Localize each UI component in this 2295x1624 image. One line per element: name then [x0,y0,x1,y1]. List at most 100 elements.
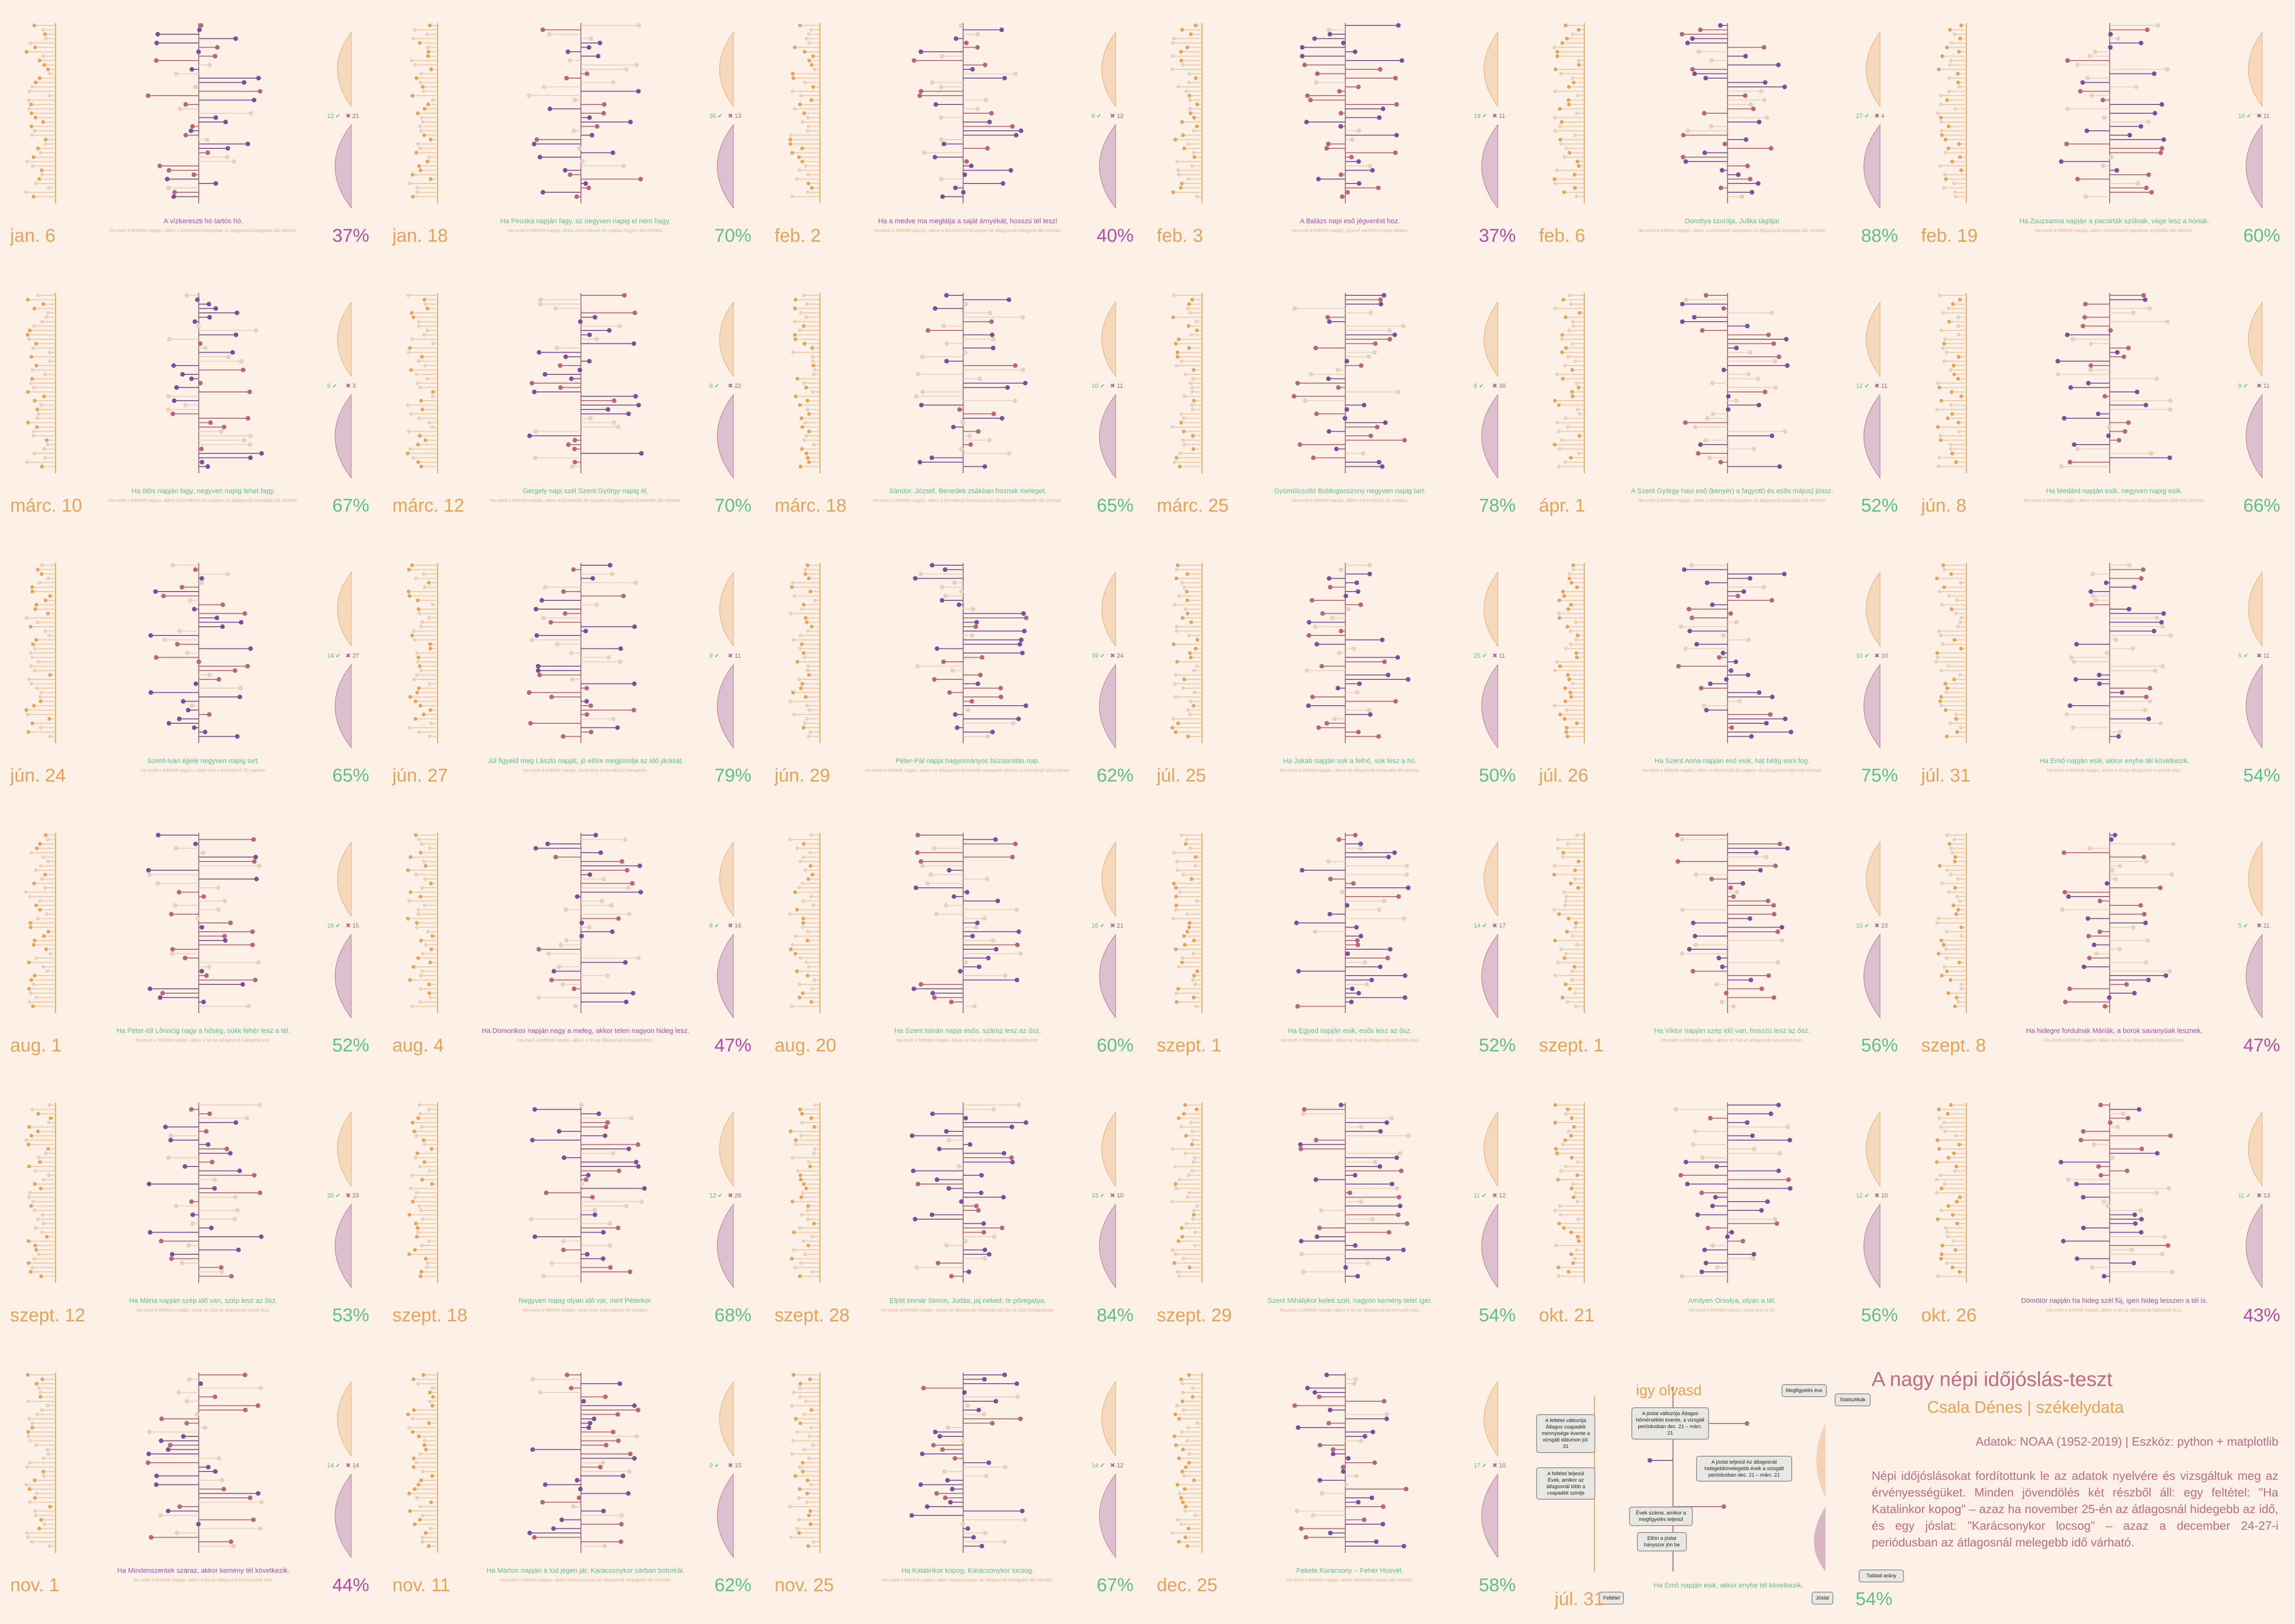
condition-point [1955,996,1959,1000]
condition-point [48,673,52,677]
condition-point [1558,665,1562,668]
prediction-point [580,921,584,925]
prediction-point [1695,1213,1700,1217]
condition-point [1569,1134,1573,1138]
prediction-point [196,49,201,54]
prediction-point [964,302,968,306]
prediction-point [2107,425,2112,429]
prediction-point [1691,969,1695,974]
chart-saying: Szent Mihálykor keleti szél, nagyon kemé… [1225,1297,1475,1305]
condition-point [1568,151,1571,155]
prediction-point [563,611,568,616]
prediction-point [1766,333,1771,337]
condition-point [42,965,45,969]
prediction-point [1754,850,1758,855]
condition-point [45,970,49,973]
prediction-point [631,991,635,995]
prediction-density [717,395,733,478]
prediction-point [635,63,639,67]
prediction-point [2094,952,2099,956]
prediction-point [587,116,592,120]
condition-point [1936,381,1940,385]
count-false: ✖ 11 [728,652,741,659]
condition-point [1553,443,1556,446]
chart-note: Ha esett a feltételt napján, akkor a tél… [1990,768,2239,773]
condition-point [35,364,38,367]
prediction-point [249,111,253,116]
prediction-point [970,934,975,939]
chart-saying: Ha Domonkos napján nagy a meleg, akkor t… [461,1027,710,1035]
prediction-point [1398,1151,1403,1156]
condition-point [1192,996,1196,1000]
condition-point [1943,173,1947,177]
condition-point [422,860,426,863]
prediction-point [620,859,624,864]
prediction-point [1770,311,1774,315]
prediction-point [639,1199,644,1204]
prediction-point [175,642,180,647]
prediction-point [2123,429,2127,434]
condition-point [1175,456,1178,460]
condition-point [37,412,40,416]
condition-point [1572,81,1575,85]
prediction-point [1393,76,1398,80]
prediction-point [580,159,585,164]
condition-point [1571,682,1575,686]
prediction-point [223,899,227,904]
prediction-point [1780,925,1784,930]
condition-point [428,961,432,965]
condition-point [1959,169,1963,172]
condition-point [1556,50,1559,54]
prediction-point [259,1234,263,1239]
chart-note: Ha esett a feltételt napján, akkor az ős… [79,1308,328,1313]
prediction-point [562,1155,567,1160]
condition-point [1171,1248,1174,1252]
prediction-point [153,589,158,594]
prediction-point [987,438,992,443]
prediction-point [147,1182,152,1186]
prediction-point [1766,973,1771,978]
prediction-point [1014,908,1019,912]
prediction-point [1696,451,1701,456]
prediction-point [607,328,611,333]
condition-point [804,961,808,965]
condition-point [1179,186,1183,190]
prediction-point [623,837,628,842]
prediction-point [2059,159,2063,164]
prediction-point [2115,350,2120,355]
condition-point [1188,94,1191,98]
condition-point [1569,603,1573,607]
prediction-point [1339,629,1343,634]
condition-point [809,28,813,32]
condition-point [1575,651,1578,655]
condition-point [419,851,422,855]
condition-point [1569,1187,1573,1191]
condition-point [1953,1005,1957,1008]
condition-point [37,1112,40,1116]
condition-point [1940,129,1943,133]
prediction-point [642,1186,647,1191]
prediction-point [624,67,629,72]
condition-point [805,621,809,624]
condition-point [1570,970,1574,973]
prediction-point [1776,1169,1781,1173]
condition-point [806,1204,810,1208]
condition-point [1575,195,1578,199]
prediction-point [936,1261,940,1265]
condition-point [1573,1257,1577,1261]
prediction-point [1373,1160,1378,1165]
condition-point [800,642,804,646]
condition-point [1954,460,1958,464]
condition-point [806,1209,809,1212]
condition-point [1949,572,1953,576]
condition-point [39,700,43,703]
prediction-point [1348,1191,1352,1195]
condition-point [1552,177,1556,181]
condition-point [809,1000,813,1004]
condition-point [805,434,808,438]
prediction-point [610,572,615,576]
prediction-point [632,708,636,713]
prediction-point [916,1182,920,1186]
prediction-point [1684,298,1689,302]
count-true: 25 ✔ [1474,652,1487,659]
